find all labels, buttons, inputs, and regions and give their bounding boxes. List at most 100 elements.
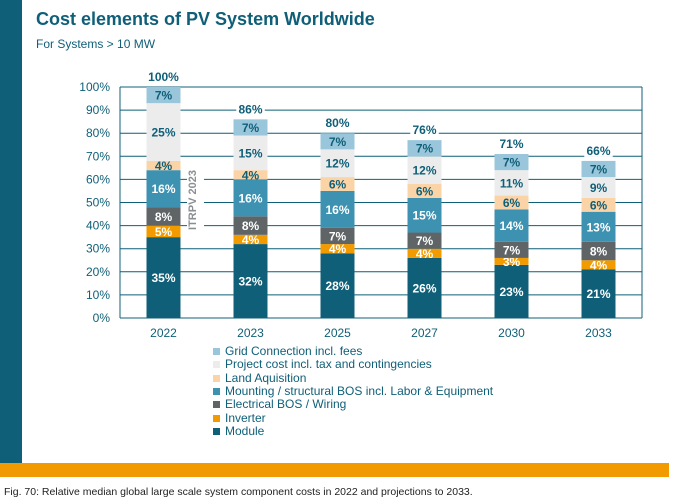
bar-segment [146,170,181,208]
bar-segment [146,225,181,238]
data-label: 7% [242,121,260,135]
legend-swatch [213,348,220,356]
bar-segment [494,170,529,196]
bar-segment [320,244,355,254]
total-label-backing [236,102,265,116]
y-tick-label: 0% [93,311,111,325]
total-label: 71% [499,137,523,151]
figure-caption: Fig. 70: Relative median global large sc… [4,486,473,498]
legend-label: Project cost incl. tax and contingencies [225,357,432,372]
legend-label: Mounting / structural BOS incl. Labor & … [225,384,494,399]
data-label: 4% [242,233,260,247]
data-label: 6% [329,178,347,192]
data-label: 32% [238,275,262,289]
data-label: 15% [238,146,262,160]
y-tick-label: 90% [86,103,110,117]
legend-swatch [213,361,220,369]
bar-segment [407,140,442,157]
data-label: 7% [416,234,434,248]
chart-legend: Grid Connection incl. fees Project cost i… [213,345,493,438]
data-label: 7% [416,142,434,156]
data-label: 35% [151,271,175,285]
bar-segment [494,153,529,171]
total-label-backing [145,70,182,83]
legend-swatch [213,374,220,382]
total-label: 80% [325,116,349,130]
total-label-backing [323,116,352,130]
legend-item: Mounting / structural BOS incl. Labor & … [213,385,493,398]
legend-item: Grid Connection incl. fees [213,345,493,358]
bar-segment [581,269,616,318]
bar-segment [146,87,181,104]
bar-segment [320,133,355,150]
y-tick-label: 100% [79,80,110,94]
bar-segment [407,197,442,233]
annotation-backing [187,158,204,242]
data-label: 9% [590,181,608,195]
legend-label: Electrical BOS / Wiring [225,397,347,412]
stacked-bar-chart: 0%10%20%30%40%50%60%70%80%90%100%35%5%8%… [79,70,643,340]
x-tick-label: 2022 [150,326,177,340]
x-tick-label: 2033 [585,326,612,340]
data-label: 21% [586,287,610,301]
bar-segment [233,135,268,171]
y-tick-label: 60% [86,172,110,186]
y-tick-label: 10% [86,288,110,302]
bar-segment [581,241,616,261]
x-tick-label: 2027 [411,326,438,340]
data-label: 4% [590,258,608,272]
data-label: 4% [416,247,434,261]
data-label: 4% [155,159,173,173]
legend-label: Grid Connection incl. fees [225,344,363,359]
data-label: 23% [499,285,523,299]
legend-label: Module [225,423,265,438]
legend-swatch [213,388,220,396]
total-label: 66% [586,144,610,158]
bar-segment [233,170,268,180]
data-label: 7% [329,135,347,149]
bar-segment [233,244,268,318]
bar-segment [494,195,529,210]
data-label: 25% [151,126,175,140]
data-label: 4% [329,242,347,256]
data-label: 16% [238,191,262,205]
bar-segment [581,177,616,198]
total-label: 76% [412,123,436,137]
bar-segment [494,209,529,242]
bar-segment [407,232,442,249]
bar-segment [407,184,442,198]
x-tick-label: 2030 [498,326,525,340]
data-label: 13% [586,220,610,234]
bar-segment [407,156,442,185]
bar-segment [407,257,442,318]
legend-swatch [213,401,220,409]
x-tick-label: 2025 [324,326,351,340]
bar-segment [146,237,181,318]
bar-segment [581,211,616,242]
chart-subtitle: For Systems > 10 MW [36,37,156,51]
legend-item: Electrical BOS / Wiring [213,398,493,411]
data-label: 7% [590,163,608,177]
total-label: 100% [148,70,179,84]
legend-item: Module [213,423,493,438]
data-label: 7% [155,89,173,103]
data-label: 7% [503,243,521,257]
bar-segment [320,149,355,178]
legend-item: Inverter [213,411,493,424]
chart-title: Cost elements of PV System Worldwide [36,9,375,29]
data-label: 6% [503,196,521,210]
data-label: 14% [499,219,523,233]
legend-label: Inverter [225,410,266,425]
data-label: 3% [503,255,521,269]
x-tick-label: 2023 [237,326,264,340]
y-tick-label: 40% [86,219,110,233]
data-label: 8% [155,210,173,224]
bar-segment [494,264,529,318]
y-tick-label: 70% [86,149,110,163]
data-label: 5% [155,225,173,239]
y-tick-label: 30% [86,242,110,256]
left-accent-bar [0,0,22,463]
data-label: 4% [242,168,260,182]
data-label: 16% [151,182,175,196]
bar-segment [233,234,268,245]
